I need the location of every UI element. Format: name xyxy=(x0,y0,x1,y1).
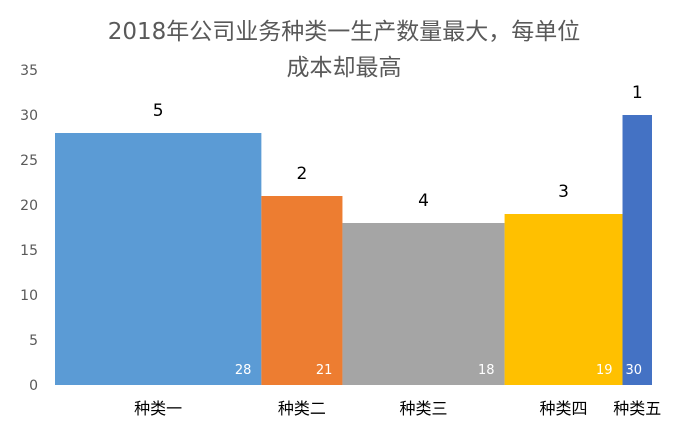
rank-label-1: 5 xyxy=(153,101,164,121)
chart-title-line-2: 成本却最高 xyxy=(287,55,402,81)
value-label-3: 18 xyxy=(478,363,495,378)
y-tick-label: 25 xyxy=(20,153,38,169)
category-label-2: 种类二 xyxy=(278,399,326,418)
category-label-4: 种类四 xyxy=(540,399,588,418)
y-tick-label: 35 xyxy=(20,63,38,79)
y-tick-label: 30 xyxy=(20,108,38,124)
rank-label-3: 4 xyxy=(418,191,429,211)
category-label-5: 种类五 xyxy=(613,399,661,418)
category-label-1: 种类一 xyxy=(134,399,182,418)
y-tick-label: 15 xyxy=(20,243,38,259)
rank-label-2: 2 xyxy=(296,164,307,184)
y-tick-label: 20 xyxy=(20,198,38,214)
y-tick-label: 0 xyxy=(29,378,38,394)
bar-2 xyxy=(261,196,343,385)
data-labels: 28 5 种类一 21 2 种类二 18 4 种类三 19 3 种类四 30 1 种类五 xyxy=(134,83,661,418)
value-label-1: 28 xyxy=(235,363,252,378)
bars xyxy=(55,115,652,385)
value-label-5: 30 xyxy=(625,363,642,378)
bar-5 xyxy=(622,115,652,385)
y-tick-label: 10 xyxy=(20,288,38,304)
y-axis: 0 5 10 15 20 25 30 35 xyxy=(20,63,38,394)
bar-3 xyxy=(342,223,505,385)
y-tick-label: 5 xyxy=(29,333,38,349)
chart-title-line-1: 2018年公司业务种类一生产数量最大，每单位 xyxy=(108,19,581,45)
bar-4 xyxy=(504,214,623,385)
rank-label-5: 1 xyxy=(632,83,643,103)
rank-label-4: 3 xyxy=(558,182,569,202)
value-label-4: 19 xyxy=(596,363,613,378)
bar-1 xyxy=(55,133,262,385)
category-label-3: 种类三 xyxy=(400,399,448,418)
value-label-2: 21 xyxy=(316,363,333,378)
